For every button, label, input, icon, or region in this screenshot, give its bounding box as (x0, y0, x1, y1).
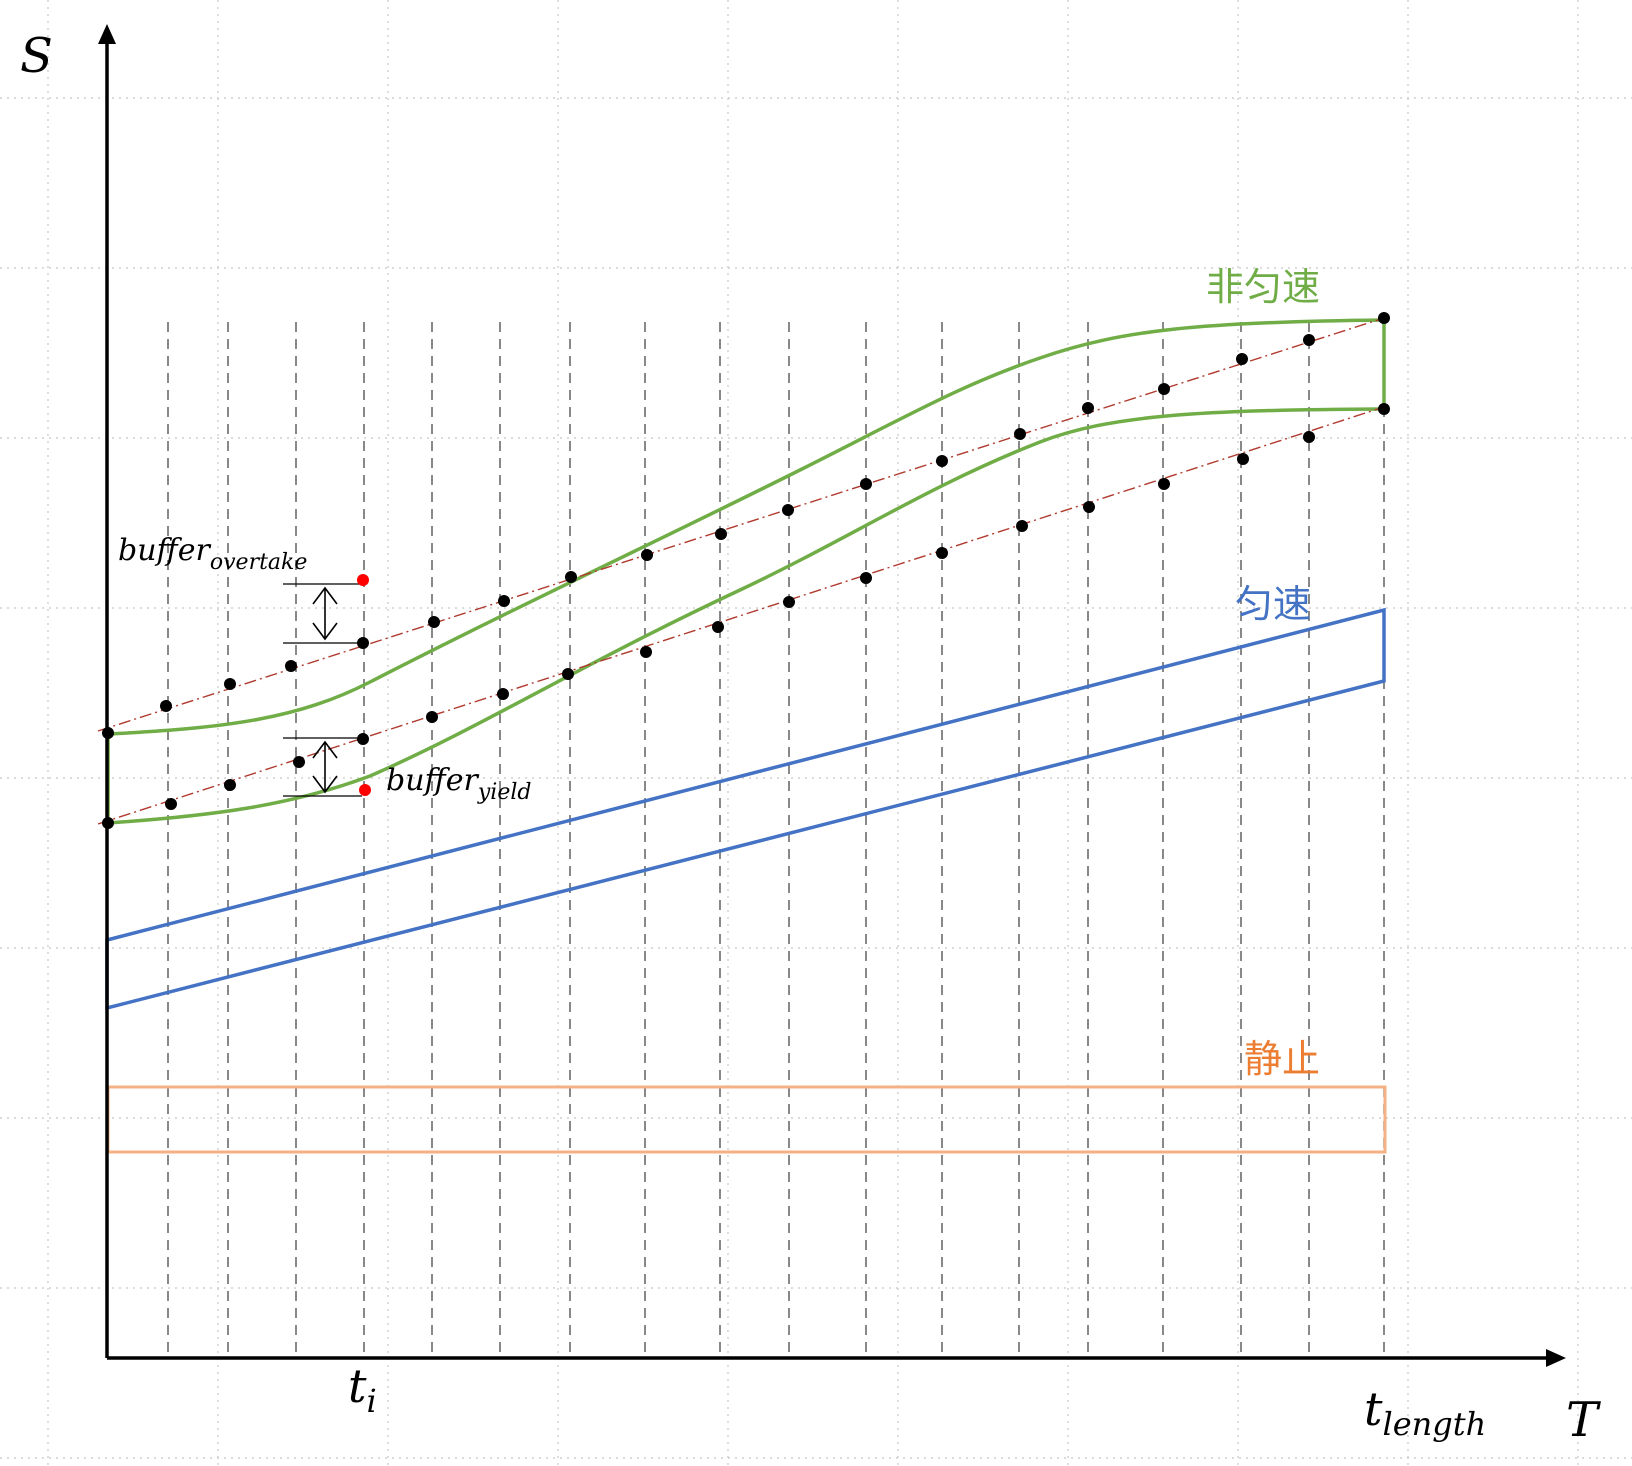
yield-sample-point (357, 733, 369, 745)
overtake-sample-point (285, 660, 297, 672)
yield-sample-point (1158, 478, 1170, 490)
yield-sample-point (562, 668, 574, 680)
tick-ti-main: t (348, 1359, 367, 1413)
overtake-sample-point (1303, 334, 1315, 346)
overtake-reference-line (97, 317, 1385, 732)
overtake-sample-point (428, 616, 440, 628)
yield-sample-point (1083, 501, 1095, 513)
buffer-measure-ticks (283, 583, 362, 797)
buffer-yield-label: bufferyield (386, 763, 531, 805)
yield-buffer-point (359, 784, 371, 796)
yield-sample-point (640, 646, 652, 658)
buffer-yield-main: buffer (386, 763, 480, 798)
buffer-yield-arrow-icon (312, 740, 338, 794)
axes (105, 40, 1546, 1360)
tick-tlength-main: t (1364, 1382, 1383, 1436)
yield-sample-point (293, 756, 305, 768)
overtake-sample-point (936, 455, 948, 467)
overtake-sample-point (715, 528, 727, 540)
yield-reference-line (97, 406, 1385, 825)
non-uniform-upper-curve (107, 318, 1385, 736)
overtake-sample-point (1082, 402, 1094, 414)
time-sample-lines (167, 322, 1385, 1358)
overtake-sample-point (782, 504, 794, 516)
overtake-sample-point (1014, 428, 1026, 440)
overtake-buffer-point (357, 574, 369, 586)
yield-sample-point (783, 596, 795, 608)
overtake-sample-point (860, 478, 872, 490)
overtake-sample-point (1378, 312, 1390, 324)
tick-label-tlength: tlength (1364, 1382, 1486, 1443)
non-uniform-lower-curve (107, 407, 1385, 825)
yield-sample-point (1237, 453, 1249, 465)
tick-tlength-sub: length (1383, 1405, 1487, 1443)
static-region-box (106, 1085, 1387, 1154)
buffer-overtake-arrow-icon (312, 586, 338, 641)
yield-sample-point (712, 621, 724, 633)
buffer-yield-sub: yield (477, 780, 532, 805)
x-axis-label: T (1566, 1392, 1601, 1448)
uniform-region-band (105, 607, 1386, 1011)
reference-lines (97, 317, 1385, 825)
overtake-sample-point (357, 637, 369, 649)
yield-sample-point (1378, 403, 1390, 415)
overtake-sample-point (1158, 383, 1170, 395)
non-uniform-region-label: 非匀速 (1206, 265, 1320, 309)
yield-sample-point (1016, 520, 1028, 532)
overtake-sample-point (160, 700, 172, 712)
tick-ti-sub: i (367, 1382, 377, 1420)
buffer-overtake-label: bufferovertake (118, 533, 307, 575)
sample-points (102, 312, 1390, 829)
buffer-overtake-sub: overtake (210, 550, 308, 575)
yield-sample-point (936, 547, 948, 559)
yield-sample-point (426, 711, 438, 723)
overtake-sample-point (498, 595, 510, 607)
yield-sample-point (1303, 431, 1315, 443)
x-axis-arrowhead (1546, 1349, 1566, 1367)
overtake-sample-point (565, 571, 577, 583)
yield-sample-point (165, 798, 177, 810)
buffer-overtake-main: buffer (118, 533, 212, 568)
yield-sample-point (497, 688, 509, 700)
tick-label-ti: ti (348, 1359, 377, 1420)
y-axis-arrowhead (98, 24, 116, 44)
yield-sample-point (224, 779, 236, 791)
overtake-sample-point (1236, 353, 1248, 365)
uniform-region-label: 匀速 (1235, 582, 1311, 626)
overtake-sample-point (641, 549, 653, 561)
overtake-sample-point (224, 678, 236, 690)
static-region-label: 静止 (1244, 1037, 1320, 1081)
y-axis-label: S (20, 28, 53, 84)
yield-sample-point (860, 572, 872, 584)
